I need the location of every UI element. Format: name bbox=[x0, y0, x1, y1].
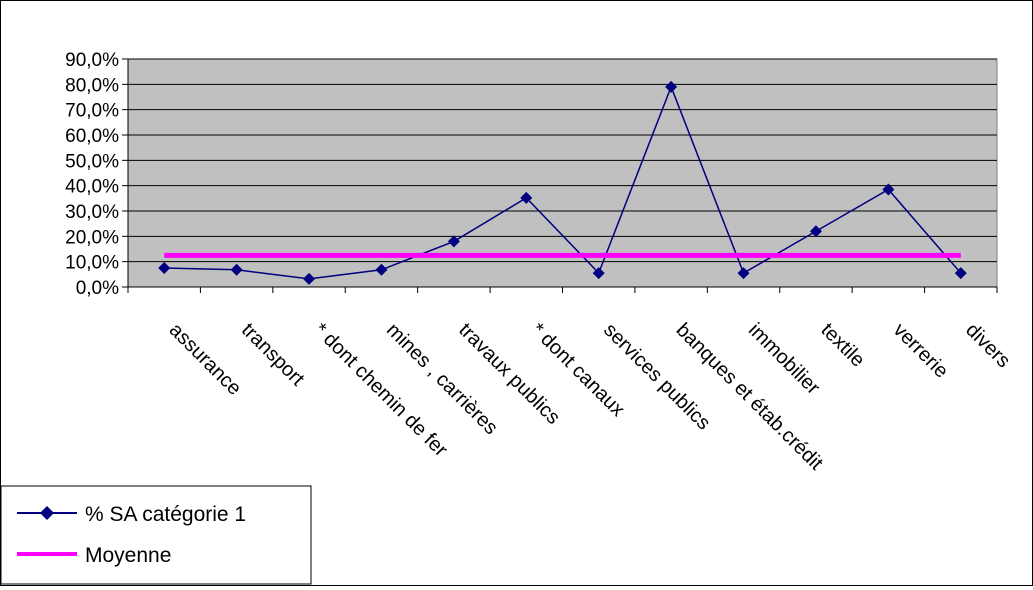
x-tick-label: assurance bbox=[165, 319, 246, 400]
data-point bbox=[447, 235, 460, 248]
data-point bbox=[158, 262, 171, 274]
y-tick-label: 40,0% bbox=[65, 177, 119, 198]
series bbox=[158, 80, 967, 285]
data-point bbox=[520, 191, 533, 204]
series-line-1 bbox=[164, 84, 962, 280]
x-tick-label: banques et étab.crédit bbox=[672, 319, 828, 475]
x-tick-label: textile bbox=[816, 319, 869, 372]
data-point bbox=[809, 225, 822, 238]
gridlines bbox=[128, 58, 997, 288]
legend: % SA catégorie 1 Moyenne bbox=[0, 485, 312, 585]
y-tick-label: 20,0% bbox=[65, 227, 119, 248]
legend-label-series-1: % SA catégorie 1 bbox=[85, 503, 246, 526]
data-point bbox=[882, 183, 895, 196]
y-tick-label: 60,0% bbox=[65, 126, 119, 147]
axes bbox=[122, 58, 998, 293]
x-tick-label: * dont chemin de fer bbox=[310, 319, 452, 461]
y-tick-label: 80,0% bbox=[65, 75, 119, 96]
plot-area bbox=[127, 58, 998, 288]
data-point bbox=[303, 272, 316, 285]
x-tick-label: transport bbox=[237, 319, 309, 391]
x-tick-label: divers bbox=[961, 319, 1014, 372]
data-point bbox=[737, 267, 750, 280]
y-tick-label: 90,0% bbox=[65, 50, 119, 71]
y-tick-label: 50,0% bbox=[65, 151, 119, 172]
data-point bbox=[665, 80, 678, 93]
data-point bbox=[375, 263, 388, 276]
y-tick-label: 0,0% bbox=[76, 278, 119, 299]
y-tick-labels: 0,0% 10,0% 20,0% 30,0% 40,0% 50,0% 60,0% 70,0% 8… bbox=[65, 50, 119, 299]
data-point bbox=[592, 267, 605, 280]
y-tick-label: 30,0% bbox=[65, 202, 119, 223]
data-point bbox=[230, 263, 243, 276]
legend-marker-diamond-icon bbox=[40, 506, 54, 520]
data-point bbox=[954, 267, 967, 280]
legend-label-series-2: Moyenne bbox=[85, 544, 171, 567]
y-tick-label: 10,0% bbox=[65, 253, 119, 274]
plot-background bbox=[127, 58, 998, 288]
x-tick-label: verrerie bbox=[889, 319, 952, 382]
legend-box bbox=[0, 485, 312, 585]
y-tick-label: 70,0% bbox=[65, 101, 119, 122]
